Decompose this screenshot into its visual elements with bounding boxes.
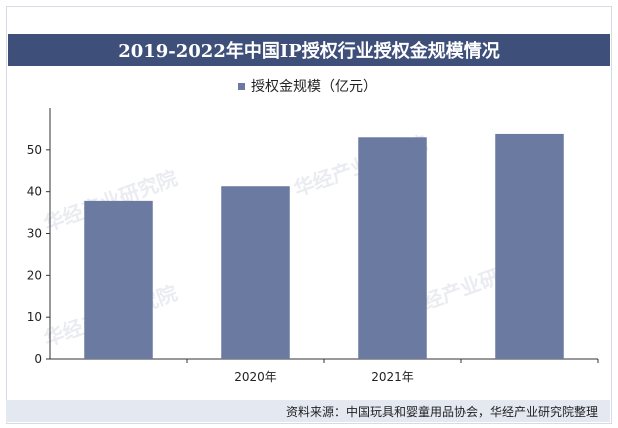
bar-0 [84, 200, 153, 359]
x-tick-label: 2020年 [234, 370, 277, 384]
bar-1 [221, 186, 290, 359]
y-tick-label: 40 [27, 185, 42, 199]
bar-3 [495, 133, 564, 359]
y-tick-label: 10 [27, 310, 42, 324]
y-tick-label: 20 [27, 268, 42, 282]
legend: 授权金规模（亿元） [238, 78, 377, 95]
legend-swatch [238, 82, 245, 90]
bar-2 [358, 137, 427, 359]
y-tick-label: 0 [34, 352, 42, 366]
y-tick-label: 30 [27, 227, 42, 241]
chart-title: 2019-2022年中国IP授权行业授权金规模情况 [8, 34, 610, 66]
legend-label: 授权金规模（亿元） [251, 79, 377, 95]
y-tick-label: 50 [27, 143, 42, 157]
x-tick-label: 2021年 [371, 370, 414, 384]
source-text: 资料来源：中国玩具和婴童用品协会，华经产业研究院整理 [285, 404, 598, 419]
source-footer: 资料来源：中国玩具和婴童用品协会，华经产业研究院整理 [6, 400, 610, 422]
